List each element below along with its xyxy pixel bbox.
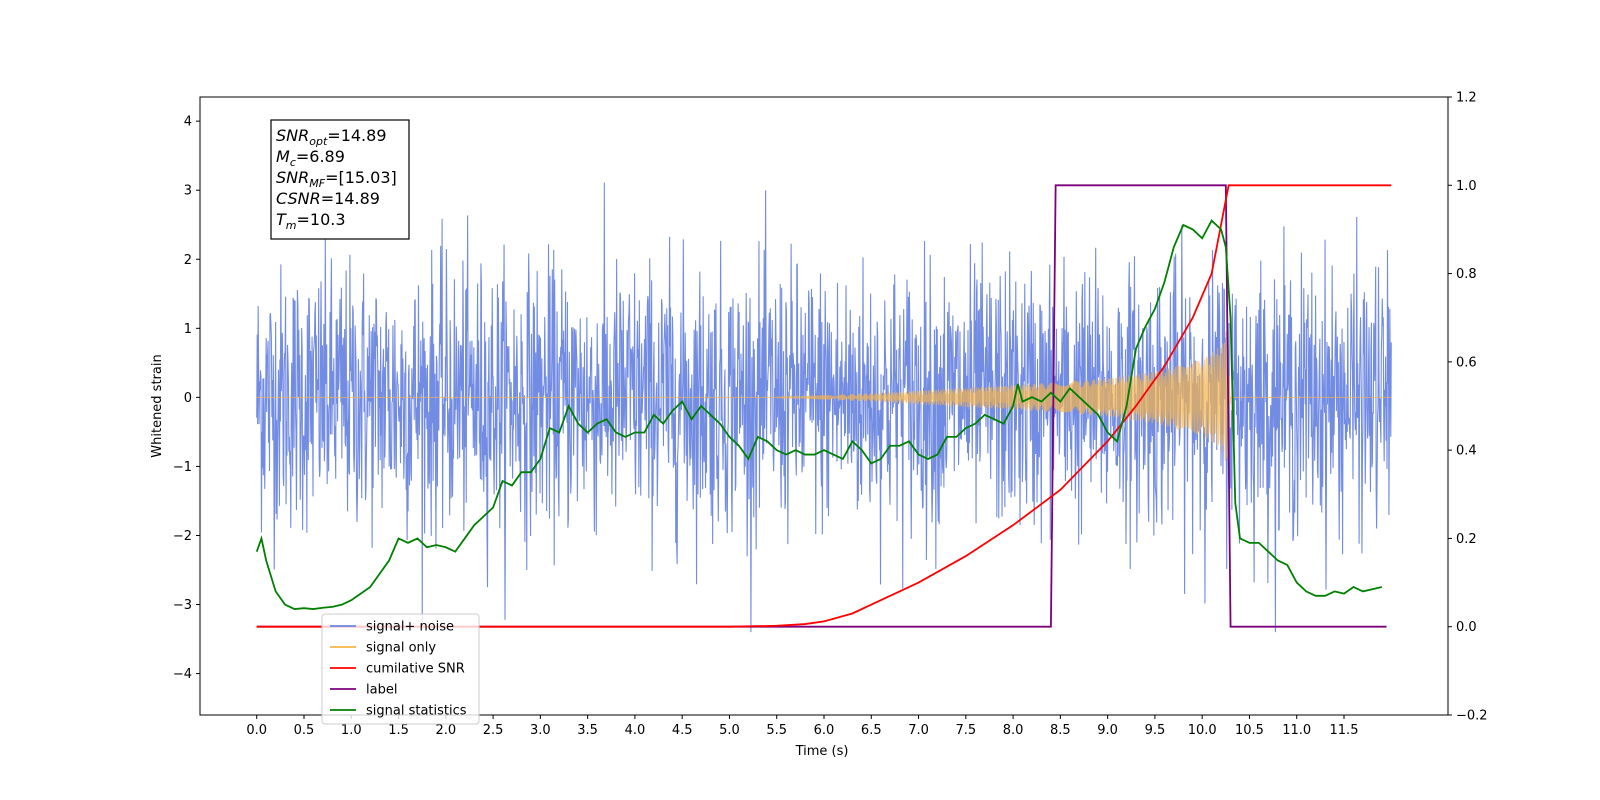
x-tick-label: 3.0 xyxy=(530,723,551,738)
x-axis-label: Time (s) xyxy=(795,744,849,759)
x-tick-label: 8.5 xyxy=(1050,723,1071,738)
info-box-value: =14.89 xyxy=(321,189,380,208)
x-tick-label: 10.0 xyxy=(1188,723,1217,738)
x-tick-label: 1.0 xyxy=(341,723,362,738)
y-tick-label: 2 xyxy=(184,253,192,268)
y2-tick-label: 0.0 xyxy=(1456,620,1477,635)
legend-label: cumilative SNR xyxy=(366,662,465,677)
info-box-line: SNRMF=[15.03] xyxy=(276,168,397,190)
info-box-subscript: c xyxy=(290,156,296,169)
info-box-symbol: SNR xyxy=(276,126,309,145)
x-tick-label: 8.0 xyxy=(1003,723,1024,738)
y-tick-label: 1 xyxy=(184,322,192,337)
x-tick-label: 3.5 xyxy=(577,723,598,738)
x-tick-label: 10.5 xyxy=(1235,723,1264,738)
legend-entry: signal only xyxy=(330,641,436,656)
info-box: SNRopt=14.89Mc=6.89SNRMF=[15.03]CSNR=14.… xyxy=(270,119,410,240)
x-tick-label: 4.5 xyxy=(672,723,693,738)
legend-entry: cumilative SNR xyxy=(330,662,465,677)
legend-label: signal statistics xyxy=(366,704,467,719)
x-tick-label: 2.0 xyxy=(435,723,456,738)
info-box-subscript: MF xyxy=(309,177,325,190)
info-box-subscript: m xyxy=(286,219,297,232)
info-box-frame xyxy=(270,119,410,240)
y-tick-label: −3 xyxy=(173,598,192,613)
series-signal-statistics-line xyxy=(255,219,1383,610)
y2-tick-label: 1.0 xyxy=(1456,179,1477,194)
legend-entry: signal+ noise xyxy=(330,620,454,635)
y-tick-label: 0 xyxy=(184,391,192,406)
x-tick-label: 2.5 xyxy=(483,723,504,738)
x-tick-label: 7.5 xyxy=(955,723,976,738)
info-box-value: =10.3 xyxy=(297,210,346,229)
y-tick-label: 3 xyxy=(184,184,192,199)
legend-frame xyxy=(321,613,480,725)
y2-tick-label: 0.6 xyxy=(1456,355,1477,370)
info-box-line: CSNR=14.89 xyxy=(276,189,380,208)
x-tick-label: 5.5 xyxy=(766,723,787,738)
y-tick-label: 4 xyxy=(184,115,192,130)
y2-tick-label: 1.2 xyxy=(1456,91,1477,106)
x-tick-label: 11.0 xyxy=(1282,723,1311,738)
y-tick-label: −1 xyxy=(173,460,192,475)
info-box-subscript: opt xyxy=(309,135,328,148)
y2-tick-label: 0.4 xyxy=(1456,444,1477,459)
x-tick-label: 1.5 xyxy=(388,723,409,738)
info-box-line: SNRopt=14.89 xyxy=(276,126,387,148)
y-axis-label: Whitened strain xyxy=(150,354,165,457)
x-tick-label: 9.0 xyxy=(1097,723,1118,738)
y-axis-right: 1.2 1.0 0.8 0.6 0.4 0.2 0.0 −0.2 xyxy=(1448,91,1488,724)
y2-tick-label: 0.8 xyxy=(1456,267,1477,282)
info-box-value: =14.89 xyxy=(327,126,386,145)
x-tick-label: 0.5 xyxy=(294,723,315,738)
x-tick-label: 7.0 xyxy=(908,723,929,738)
info-box-symbol: CSNR xyxy=(276,189,321,208)
legend-entry: signal statistics xyxy=(330,704,467,719)
y2-tick-label: 0.2 xyxy=(1456,532,1477,547)
series-label-line xyxy=(256,184,1387,628)
legend-label: signal only xyxy=(366,641,436,656)
x-tick-label: 0.0 xyxy=(246,723,267,738)
x-tick-label: 4.0 xyxy=(625,723,646,738)
info-box-value: =[15.03] xyxy=(325,168,397,187)
info-box-value: =6.89 xyxy=(296,147,345,166)
legend-label: signal+ noise xyxy=(366,620,454,635)
info-box-symbol: SNR xyxy=(276,168,309,187)
legend-label: label xyxy=(366,683,397,698)
info-box-line: Mc=6.89 xyxy=(276,147,345,169)
info-box-symbol: M xyxy=(276,147,290,166)
legend-entry: label xyxy=(330,683,397,698)
info-box-symbol: T xyxy=(276,210,287,229)
series-signal-only-line xyxy=(256,331,1392,461)
series-cumulative-snr-line xyxy=(256,184,1392,628)
y-tick-label: −2 xyxy=(173,529,192,544)
y-tick-label: −4 xyxy=(173,667,192,682)
x-tick-label: 5.0 xyxy=(719,723,740,738)
info-box-line: Tm=10.3 xyxy=(276,210,346,232)
x-tick-label: 11.5 xyxy=(1330,723,1359,738)
x-tick-label: 9.5 xyxy=(1145,723,1166,738)
legend: signal+ noise signal only cumilative SNR la… xyxy=(321,613,480,725)
x-tick-label: 6.5 xyxy=(861,723,882,738)
x-axis: 0.0 0.5 1.0 1.5 2.0 2.5 3.0 3.5 4.0 4.5 5.0 5.5 6.0 6… xyxy=(246,715,1358,738)
y-axis-left: 4 3 2 1 0 −1 −2 −3 −4 xyxy=(173,115,200,682)
series-signal-noise-line xyxy=(256,182,1392,633)
y2-tick-label: −0.2 xyxy=(1456,709,1488,724)
x-tick-label: 6.0 xyxy=(814,723,835,738)
plot-content xyxy=(255,182,1392,633)
